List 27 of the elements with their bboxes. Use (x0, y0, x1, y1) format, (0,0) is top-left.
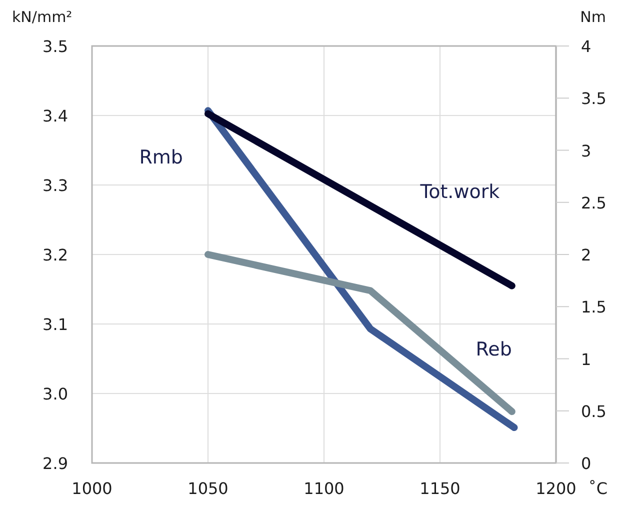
y-tick-label: 3.3 (42, 176, 68, 195)
y2-tick-label: 2 (581, 246, 592, 264)
y-tick-label: 3.2 (42, 246, 68, 264)
x-axis-title: ˚C (588, 479, 608, 498)
y-axis-title: kN/mm² (12, 8, 72, 26)
x-tick-label: 1050 (188, 479, 228, 498)
text: Rmb (139, 146, 183, 169)
y2-tick-label: 3 (581, 141, 592, 160)
y2-tick-label: 0.5 (581, 402, 606, 421)
x-tick-label: 1000 (72, 479, 112, 498)
y2-tick-label: 1 (581, 350, 592, 369)
y2-tick-label: 4 (581, 37, 592, 56)
series-label: Reb (476, 338, 512, 361)
y2-tick-label: 3.5 (581, 89, 606, 108)
x-tick-label: 1100 (304, 479, 344, 498)
x-tick-label: 1150 (420, 479, 460, 498)
y-tick-label: 3.0 (42, 384, 68, 404)
y-tick-label: 3.1 (42, 315, 68, 334)
x-tick-label: 1200 (536, 479, 576, 498)
y-tick-label: 3.4 (42, 106, 68, 126)
y-tick-label: 3.5 (42, 37, 68, 56)
y-tick-label: 2.9 (42, 454, 68, 473)
y2-tick-label: 1.5 (581, 298, 606, 317)
y2-tick-label: 2.5 (581, 193, 606, 212)
y2-axis-title: Nm (580, 8, 606, 26)
y2-tick-label: 0 (581, 454, 592, 473)
series-label: Tot.work (419, 180, 500, 203)
